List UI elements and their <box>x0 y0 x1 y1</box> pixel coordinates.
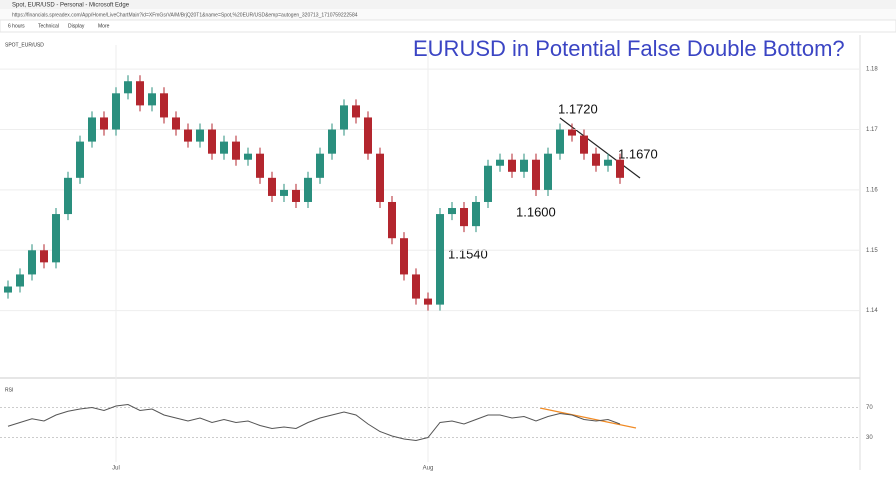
candle-body <box>616 159 624 178</box>
candle-body <box>304 177 312 202</box>
candle-body <box>160 93 168 118</box>
candle-body <box>196 129 204 142</box>
candle-body <box>280 189 288 196</box>
annotation: 1.1540 <box>448 246 488 261</box>
candle-body <box>232 141 240 160</box>
candle-body <box>436 214 444 305</box>
rsi-tick-label: 30 <box>866 435 873 441</box>
toolbar-button[interactable]: More <box>98 23 110 29</box>
candle-body <box>352 105 360 118</box>
candle-body <box>112 93 120 130</box>
candle-body <box>52 214 60 263</box>
y-tick-label: 1.16 <box>866 187 878 193</box>
candle-body <box>220 141 228 154</box>
url-bar <box>0 9 896 20</box>
y-tick-label: 1.14 <box>866 308 878 314</box>
candle-body <box>148 93 156 106</box>
instrument: SPOT_EUR/USD <box>5 42 44 48</box>
candle-body <box>472 201 480 227</box>
candle-body <box>532 159 540 190</box>
candle-body <box>592 153 600 166</box>
candle-body <box>544 153 552 190</box>
candle-body <box>496 159 504 166</box>
y-tick-label: 1.17 <box>866 127 878 133</box>
candle-body <box>448 208 456 215</box>
candle-body <box>412 274 420 299</box>
candle-body <box>64 177 72 215</box>
candle-body <box>364 117 372 154</box>
candle-body <box>76 141 84 178</box>
annotation: 1.1720 <box>558 101 598 116</box>
annotation: 1.1670 <box>618 146 658 161</box>
trend-line <box>559 117 641 179</box>
candle-body <box>388 201 396 239</box>
candle-body <box>484 165 492 202</box>
candle-body <box>208 129 216 154</box>
candle-body <box>316 153 324 178</box>
candle-body <box>556 129 564 154</box>
title-bar <box>0 0 896 9</box>
rsi-line <box>7 403 621 442</box>
x-tick-label: Jul <box>112 466 120 472</box>
candle-body <box>604 159 612 166</box>
toolbar-button[interactable]: Display <box>68 23 85 29</box>
toolbar-button[interactable]: 6 hours <box>8 23 25 29</box>
candle-body <box>136 81 144 106</box>
candle-body <box>40 250 48 263</box>
y-tick-label: 1.18 <box>866 67 878 73</box>
candle-body <box>340 105 348 130</box>
candle-body <box>268 177 276 196</box>
candle-body <box>4 286 12 293</box>
candle-body <box>100 117 108 130</box>
y-tick-label: 1.15 <box>866 248 878 254</box>
candle-body <box>124 81 132 94</box>
tab-title: Spot, EUR/USD - Personal - Microsoft Edg… <box>12 3 130 9</box>
rsi-label: RSI <box>5 387 13 393</box>
candle-body <box>508 159 516 172</box>
candle-body <box>460 208 468 227</box>
candle-body <box>16 274 24 287</box>
candle-body <box>28 250 36 275</box>
candle-body <box>520 159 528 172</box>
rsi-trend-line <box>539 407 637 429</box>
candle-body <box>88 117 96 142</box>
candle-body <box>400 238 408 275</box>
candle-body <box>580 135 588 154</box>
rsi-tick-label: 70 <box>866 405 873 411</box>
x-tick-label: Aug <box>423 466 434 472</box>
chart-title: EURUSD in Potential False Double Bottom? <box>413 36 845 61</box>
candle-body <box>256 153 264 178</box>
candle-body <box>424 298 432 305</box>
candle-body <box>184 129 192 142</box>
candle-body <box>328 129 336 154</box>
toolbar-button[interactable]: Technical <box>38 23 59 29</box>
annotation: 1.1600 <box>516 204 556 219</box>
candle-body <box>568 129 576 136</box>
candle-body <box>172 117 180 130</box>
candle-body <box>244 153 252 160</box>
candle-body <box>376 153 384 202</box>
candle-body <box>292 189 300 202</box>
toolbar <box>0 19 896 33</box>
url[interactable]: https://financials.spreadex.com/App/Home… <box>12 12 358 18</box>
